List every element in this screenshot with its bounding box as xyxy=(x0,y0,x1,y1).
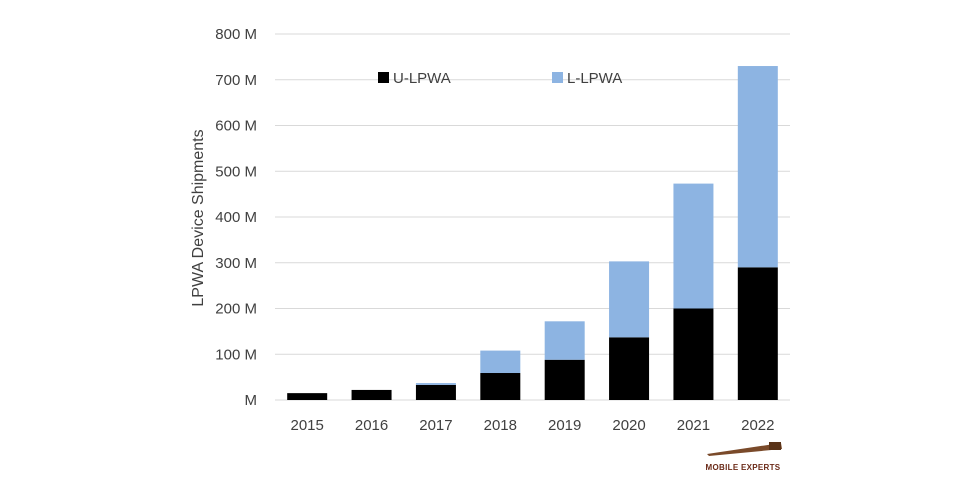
bar-l-lpwa-2017 xyxy=(415,383,456,385)
y-tick-label: 100 M xyxy=(215,346,257,363)
x-tick-label: 2019 xyxy=(548,417,581,434)
legend-label: L-LPWA xyxy=(567,70,622,87)
y-tick-label: 500 M xyxy=(215,163,257,180)
x-tick-label: 2022 xyxy=(741,417,774,434)
y-tick-label: 300 M xyxy=(215,255,257,272)
bar-l-lpwa-2018 xyxy=(480,350,521,374)
y-tick-label: M xyxy=(245,392,258,409)
telescope-icon xyxy=(707,442,782,456)
x-tick-label: 2021 xyxy=(677,417,710,434)
bar-u-lpwa-2018 xyxy=(480,373,521,400)
legend-swatch xyxy=(552,72,563,83)
bar-u-lpwa-2022 xyxy=(737,267,778,400)
y-tick-label: 200 M xyxy=(215,301,257,318)
x-tick-label: 2017 xyxy=(419,417,452,434)
logo-text: MOBILE EXPERTS xyxy=(705,463,781,472)
bar-u-lpwa-2015 xyxy=(287,393,328,400)
y-tick-label: 400 M xyxy=(215,209,257,226)
bar-u-lpwa-2021 xyxy=(673,308,714,400)
bar-l-lpwa-2019 xyxy=(544,321,585,360)
bar-u-lpwa-2019 xyxy=(544,359,585,400)
y-tick-label: 800 M xyxy=(215,26,257,43)
mobile-experts-logo: MOBILE EXPERTS xyxy=(700,440,786,472)
legend-swatch xyxy=(378,72,389,83)
y-tick-label: 700 M xyxy=(215,72,257,89)
legend-label: U-LPWA xyxy=(393,70,451,87)
bar-l-lpwa-2020 xyxy=(609,261,650,338)
x-tick-label: 2016 xyxy=(355,417,388,434)
bar-l-lpwa-2022 xyxy=(737,66,778,268)
bar-u-lpwa-2020 xyxy=(609,337,650,400)
x-tick-label: 2015 xyxy=(291,417,324,434)
y-axis-label: LPWA Device Shipments xyxy=(190,129,207,306)
bar-u-lpwa-2016 xyxy=(351,389,392,400)
bar-l-lpwa-2021 xyxy=(673,183,714,309)
y-tick-label: 600 M xyxy=(215,118,257,135)
x-tick-label: 2020 xyxy=(612,417,645,434)
bar-u-lpwa-2017 xyxy=(415,384,456,400)
x-tick-label: 2018 xyxy=(484,417,517,434)
